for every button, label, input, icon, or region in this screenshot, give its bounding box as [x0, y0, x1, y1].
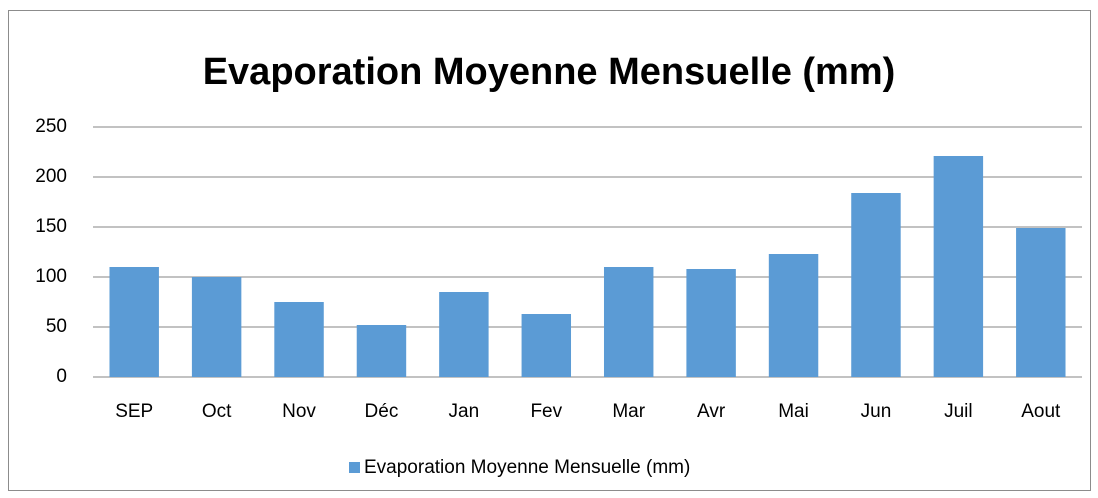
x-tick-label: Juil	[944, 401, 973, 422]
bar	[356, 325, 407, 377]
bar	[686, 269, 736, 377]
x-tick-label: Oct	[202, 401, 232, 422]
bar	[191, 277, 242, 377]
chart-title: Evaporation Moyenne Mensuelle (mm)	[203, 51, 896, 93]
chart-border	[8, 10, 1091, 491]
x-tick-label: Mai	[778, 401, 809, 422]
bar	[851, 193, 901, 377]
legend-swatch	[349, 462, 360, 473]
y-tick-label: 50	[46, 316, 67, 337]
x-tick-label: Jun	[861, 401, 892, 422]
bar	[933, 156, 984, 377]
bar	[603, 267, 654, 377]
y-tick-label: 0	[56, 366, 67, 387]
bar	[439, 292, 489, 377]
y-tick-label: 100	[35, 266, 67, 287]
y-tick-label: 150	[35, 216, 67, 237]
y-tick-label: 200	[35, 166, 67, 187]
bar	[109, 267, 159, 377]
x-tick-label: Aout	[1021, 401, 1061, 422]
bar	[1016, 228, 1066, 377]
x-tick-label: Nov	[282, 401, 316, 422]
bar	[274, 302, 324, 377]
legend-label: Evaporation Moyenne Mensuelle (mm)	[364, 457, 690, 478]
x-tick-label: Fev	[530, 401, 562, 422]
bar	[768, 254, 819, 377]
x-tick-label: Mar	[612, 401, 645, 422]
x-tick-label: Avr	[697, 401, 726, 422]
x-tick-label: SEP	[115, 401, 153, 422]
x-tick-label: Jan	[449, 401, 480, 422]
bar	[521, 314, 572, 377]
y-tick-label: 250	[35, 116, 67, 137]
x-tick-label: Déc	[365, 401, 399, 422]
